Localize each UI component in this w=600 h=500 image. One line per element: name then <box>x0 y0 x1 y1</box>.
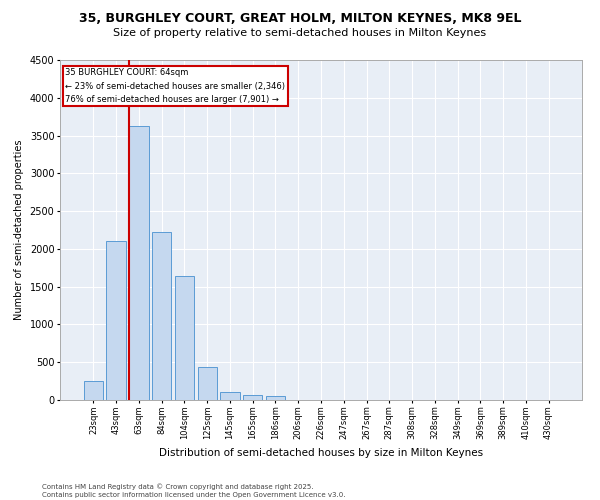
Text: 35 BURGHLEY COURT: 64sqm
← 23% of semi-detached houses are smaller (2,346)
76% o: 35 BURGHLEY COURT: 64sqm ← 23% of semi-d… <box>65 68 285 104</box>
Bar <box>197 367 217 400</box>
Bar <box>243 395 262 400</box>
Text: Contains HM Land Registry data © Crown copyright and database right 2025.
Contai: Contains HM Land Registry data © Crown c… <box>42 484 346 498</box>
Text: Size of property relative to semi-detached houses in Milton Keynes: Size of property relative to semi-detach… <box>113 28 487 38</box>
Bar <box>84 381 103 400</box>
X-axis label: Distribution of semi-detached houses by size in Milton Keynes: Distribution of semi-detached houses by … <box>159 448 483 458</box>
Bar <box>175 276 194 400</box>
Text: 35, BURGHLEY COURT, GREAT HOLM, MILTON KEYNES, MK8 9EL: 35, BURGHLEY COURT, GREAT HOLM, MILTON K… <box>79 12 521 26</box>
Bar <box>152 232 172 400</box>
Bar <box>220 392 239 400</box>
Bar <box>106 242 126 400</box>
Y-axis label: Number of semi-detached properties: Number of semi-detached properties <box>14 140 24 320</box>
Bar <box>129 126 149 400</box>
Bar <box>266 396 285 400</box>
